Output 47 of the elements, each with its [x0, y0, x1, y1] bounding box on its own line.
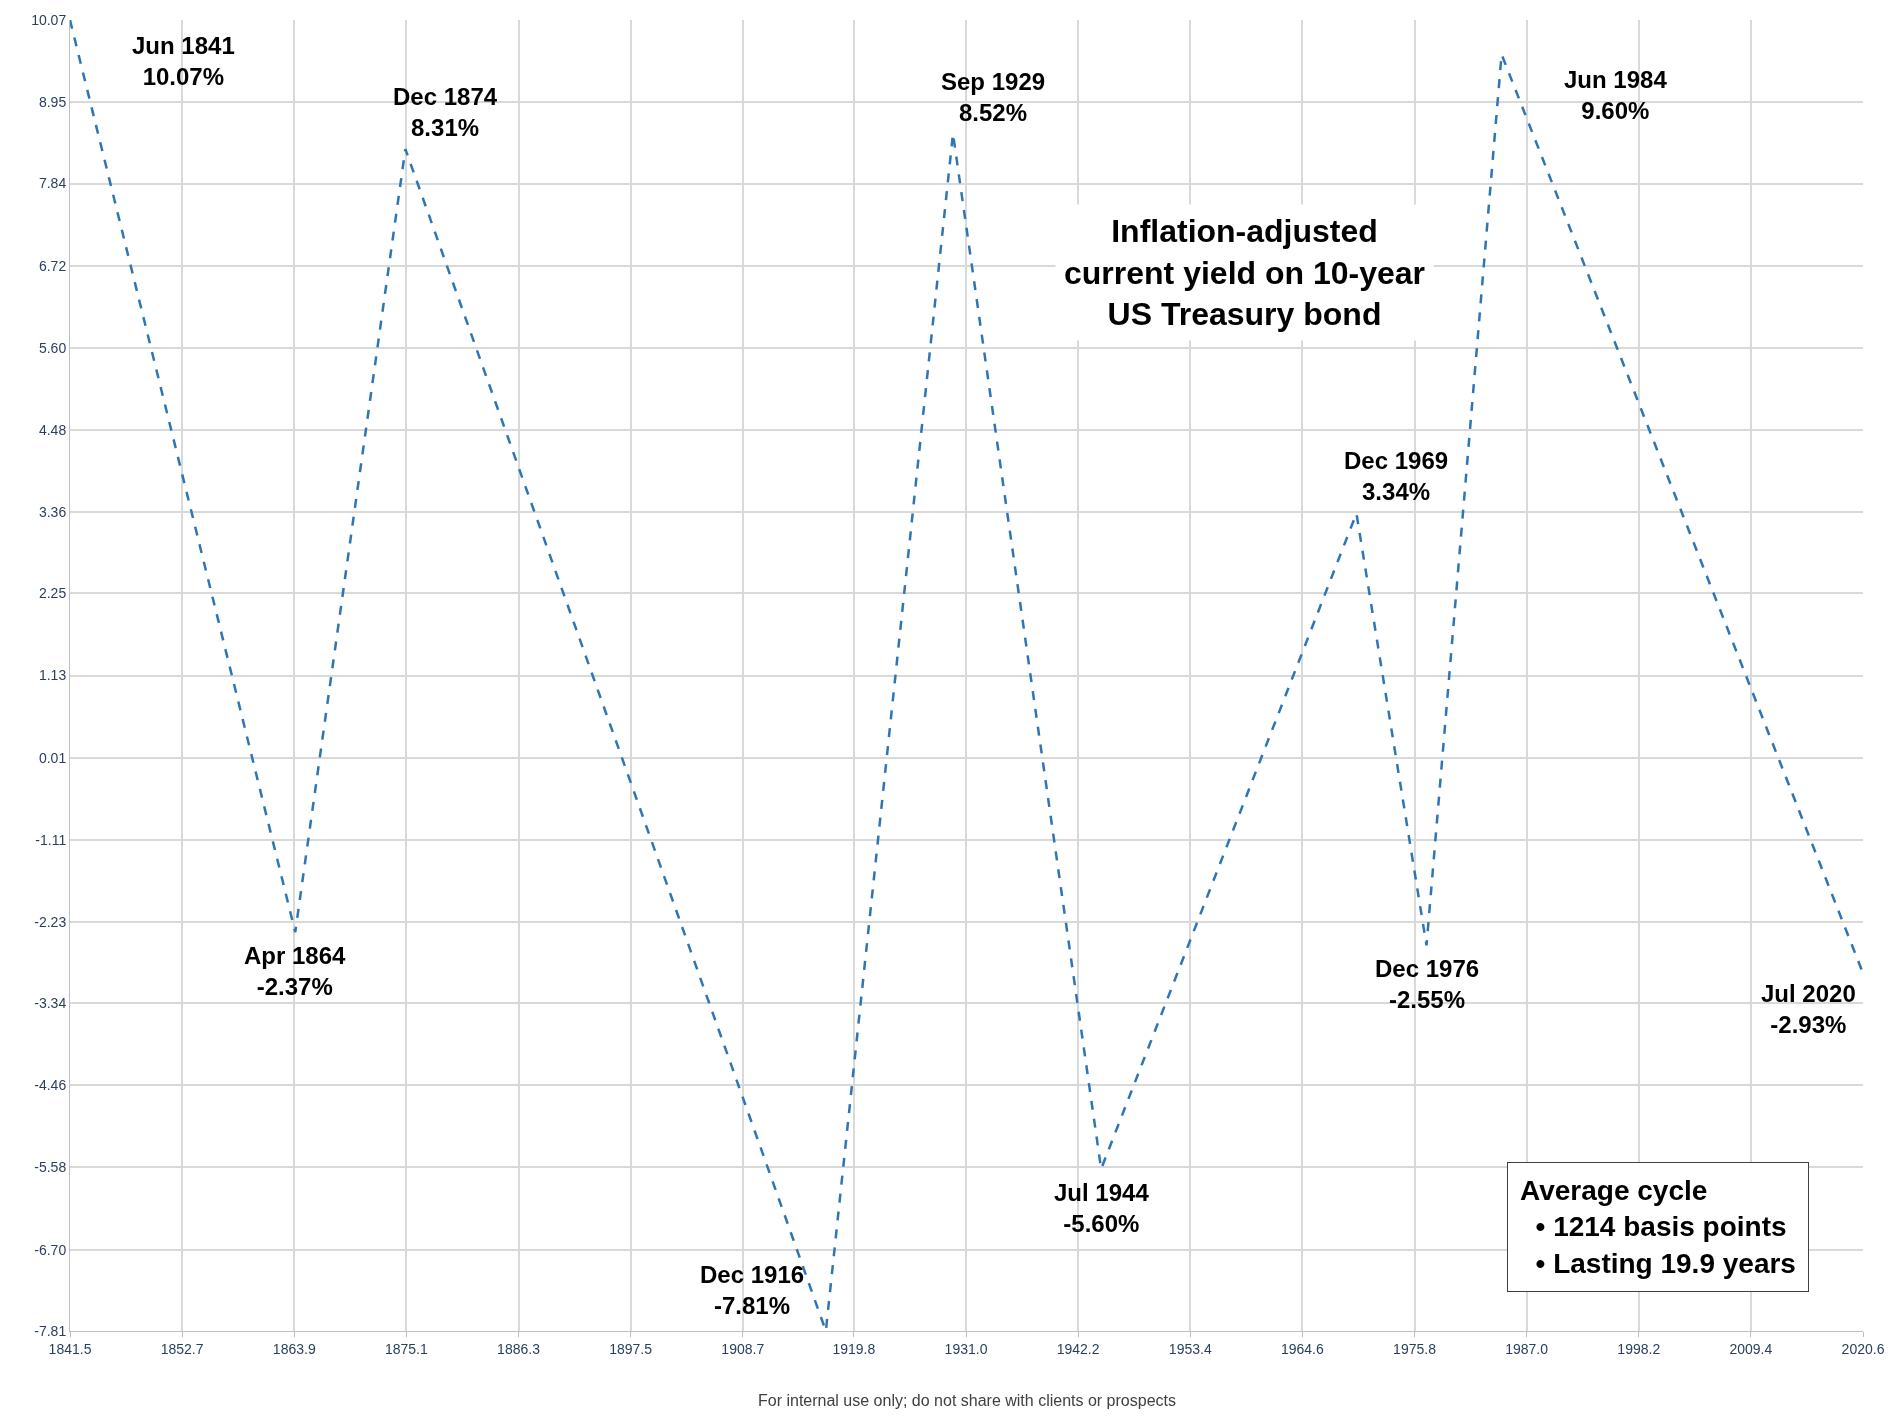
- y-tick-label: -3.34: [34, 995, 67, 1012]
- x-tick-label: 1987.0: [1505, 1340, 1549, 1357]
- x-tick-label: 1908.7: [721, 1340, 765, 1357]
- x-tick-label: 1942.2: [1056, 1340, 1100, 1357]
- y-tick-label: -5.58: [34, 1159, 67, 1176]
- x-tick-label: 2020.6: [1841, 1340, 1885, 1357]
- x-tick-label: 1875.1: [384, 1340, 428, 1357]
- x-tick-label: 1931.0: [944, 1340, 988, 1357]
- x-tick-label: 1897.5: [609, 1340, 653, 1357]
- x-tick-label: 1998.2: [1617, 1340, 1661, 1357]
- y-tick-label: 1.13: [38, 667, 67, 684]
- x-tick-label: 2009.4: [1729, 1340, 1773, 1357]
- y-tick-label: -2.23: [34, 913, 67, 930]
- x-tick-label: 1863.9: [272, 1340, 316, 1357]
- annotation: Jun 1984 9.60%: [1564, 66, 1668, 125]
- y-tick-label: 10.07: [31, 11, 67, 28]
- y-tick-label: -7.81: [34, 1322, 67, 1339]
- x-tick-label: 1919.8: [832, 1340, 876, 1357]
- x-tick-label: 1852.7: [160, 1340, 204, 1357]
- annotation: Dec 1969 3.34%: [1344, 447, 1449, 506]
- y-tick-label: 2.25: [38, 585, 67, 602]
- y-tick-label: 3.36: [38, 503, 67, 520]
- y-tick-label: -4.46: [34, 1077, 67, 1094]
- annotation: Jun 1841 10.07%: [132, 32, 235, 91]
- y-tick-label: 5.60: [38, 339, 67, 356]
- y-tick-label: 7.84: [38, 175, 67, 192]
- x-tick-label: 1964.6: [1280, 1340, 1324, 1357]
- x-tick-label: 1886.3: [497, 1340, 541, 1357]
- y-tick-label: 6.72: [38, 257, 67, 274]
- x-tick-label: 1841.5: [48, 1340, 92, 1357]
- annotation: Jul 2020 -2.93%: [1761, 980, 1856, 1039]
- annotation: Dec 1874 8.31%: [393, 83, 498, 142]
- annotation: Average cycle • 1214 basis points • Lasting 19.9 years: [1520, 1175, 1796, 1279]
- text: Inflation-adjusted current yield on 10-year US Treasury bond: [1064, 213, 1426, 333]
- annotation: Jul 1944 -5.60%: [1054, 1179, 1150, 1238]
- text: For internal use only; do not share with clients or prospects: [758, 1392, 1176, 1409]
- annotation: Apr 1864 -2.37%: [244, 942, 347, 1001]
- annotation: Sep 1929 8.52%: [941, 68, 1046, 127]
- x-tick-label: 1953.4: [1168, 1340, 1212, 1357]
- y-tick-label: 8.95: [38, 94, 67, 111]
- annotation: Dec 1976 -2.55%: [1375, 955, 1480, 1014]
- y-tick-label: -1.11: [35, 831, 67, 848]
- annotation: Dec 1916 -7.81%: [700, 1261, 805, 1320]
- y-tick-label: -6.70: [34, 1241, 67, 1258]
- y-tick-label: 0.01: [38, 749, 67, 766]
- y-tick-label: 4.48: [38, 421, 67, 438]
- x-tick-label: 1975.8: [1393, 1340, 1437, 1357]
